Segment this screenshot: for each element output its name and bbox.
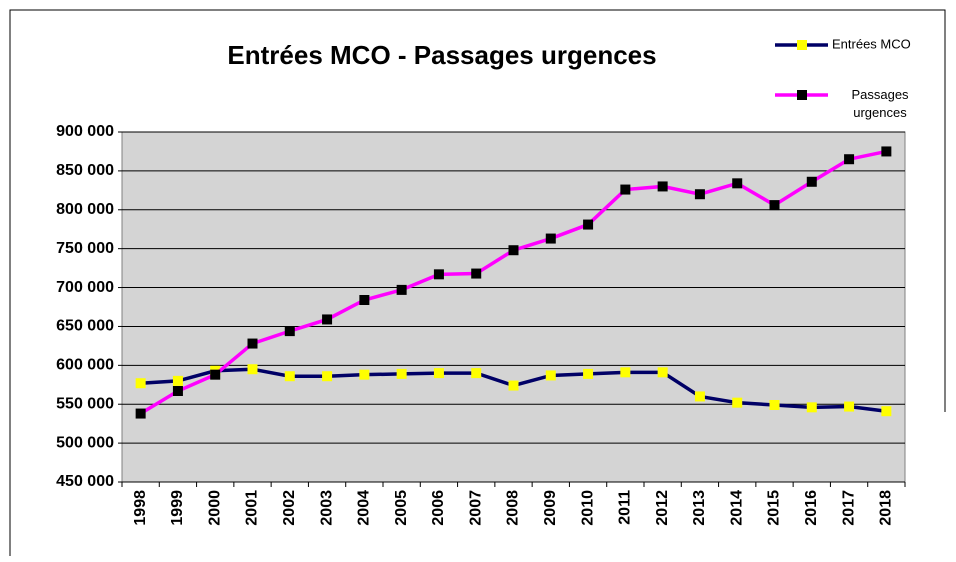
x-tick-label: 1999 [169,490,186,526]
data-point [359,369,370,380]
y-tick-label: 850 000 [56,162,114,179]
data-point [433,269,444,280]
x-tick-label: 2003 [318,490,335,526]
data-point [135,378,146,389]
data-point [545,370,556,381]
data-point [881,406,892,417]
x-tick-label: 2006 [430,490,447,526]
x-tick-label: 2002 [281,490,298,526]
y-tick-label: 750 000 [56,240,114,257]
y-tick-label: 800 000 [56,201,114,218]
x-tick-label: 2014 [728,490,745,526]
x-tick-label: 2018 [878,490,895,526]
x-tick-label: 2000 [206,490,223,526]
data-point [881,146,892,157]
data-point [657,181,668,192]
x-tick-label: 2008 [505,490,522,526]
x-tick-label: 2017 [840,490,857,526]
data-point [620,367,631,378]
data-point [210,369,221,380]
x-tick-label: 2004 [356,490,373,526]
x-tick-label: 2007 [467,490,484,526]
data-point [694,189,705,200]
data-point [284,326,295,337]
data-point [471,368,482,379]
data-point [694,391,705,402]
data-point [172,386,183,396]
data-point [508,245,519,256]
y-tick-label: 500 000 [56,434,114,451]
data-point [844,154,855,165]
data-point [284,371,295,382]
data-point [620,184,631,195]
y-tick-label: 450 000 [56,473,114,490]
chart-title: Entrées MCO - Passages urgences [227,40,656,70]
data-point [322,314,333,325]
data-point [471,268,482,279]
legend-marker [797,90,807,100]
data-point [247,338,258,349]
y-tick-label: 650 000 [56,318,114,335]
y-tick-label: 900 000 [56,123,114,140]
data-point [806,402,817,413]
data-point [657,367,668,378]
chart-frame [9,9,946,556]
data-point [135,408,146,419]
data-point [806,176,817,187]
x-tick-label: 2011 [617,490,634,525]
data-point [247,364,258,375]
x-tick-label: 2010 [579,490,596,526]
legend-marker [797,40,807,50]
x-tick-label: 1998 [132,490,149,526]
data-point [732,178,743,189]
x-tick-label: 2015 [766,490,783,526]
y-tick-label: 550 000 [56,395,114,412]
x-tick-label: 2009 [542,490,559,526]
data-point [545,233,556,244]
x-tick-label: 2012 [654,490,671,526]
plot-area [121,131,906,483]
data-point [322,371,333,382]
data-point [396,284,407,295]
data-point [583,219,594,230]
legend-label: Passages urgences [851,87,909,120]
data-point [769,200,780,211]
legend-label: Entrées MCO [832,36,911,51]
y-tick-label: 600 000 [56,357,114,374]
y-tick-label: 700 000 [56,279,114,296]
x-tick-label: 2013 [691,490,708,526]
data-point [433,368,444,379]
x-tick-label: 2005 [393,490,410,526]
data-point [732,397,743,408]
data-point [508,380,519,391]
data-point [769,400,780,410]
x-tick-label: 2001 [244,490,261,526]
data-point [844,401,855,412]
x-tick-label: 2016 [803,490,820,526]
data-point [396,368,407,379]
data-point [172,375,183,386]
data-point [359,295,370,305]
data-point [583,368,594,379]
